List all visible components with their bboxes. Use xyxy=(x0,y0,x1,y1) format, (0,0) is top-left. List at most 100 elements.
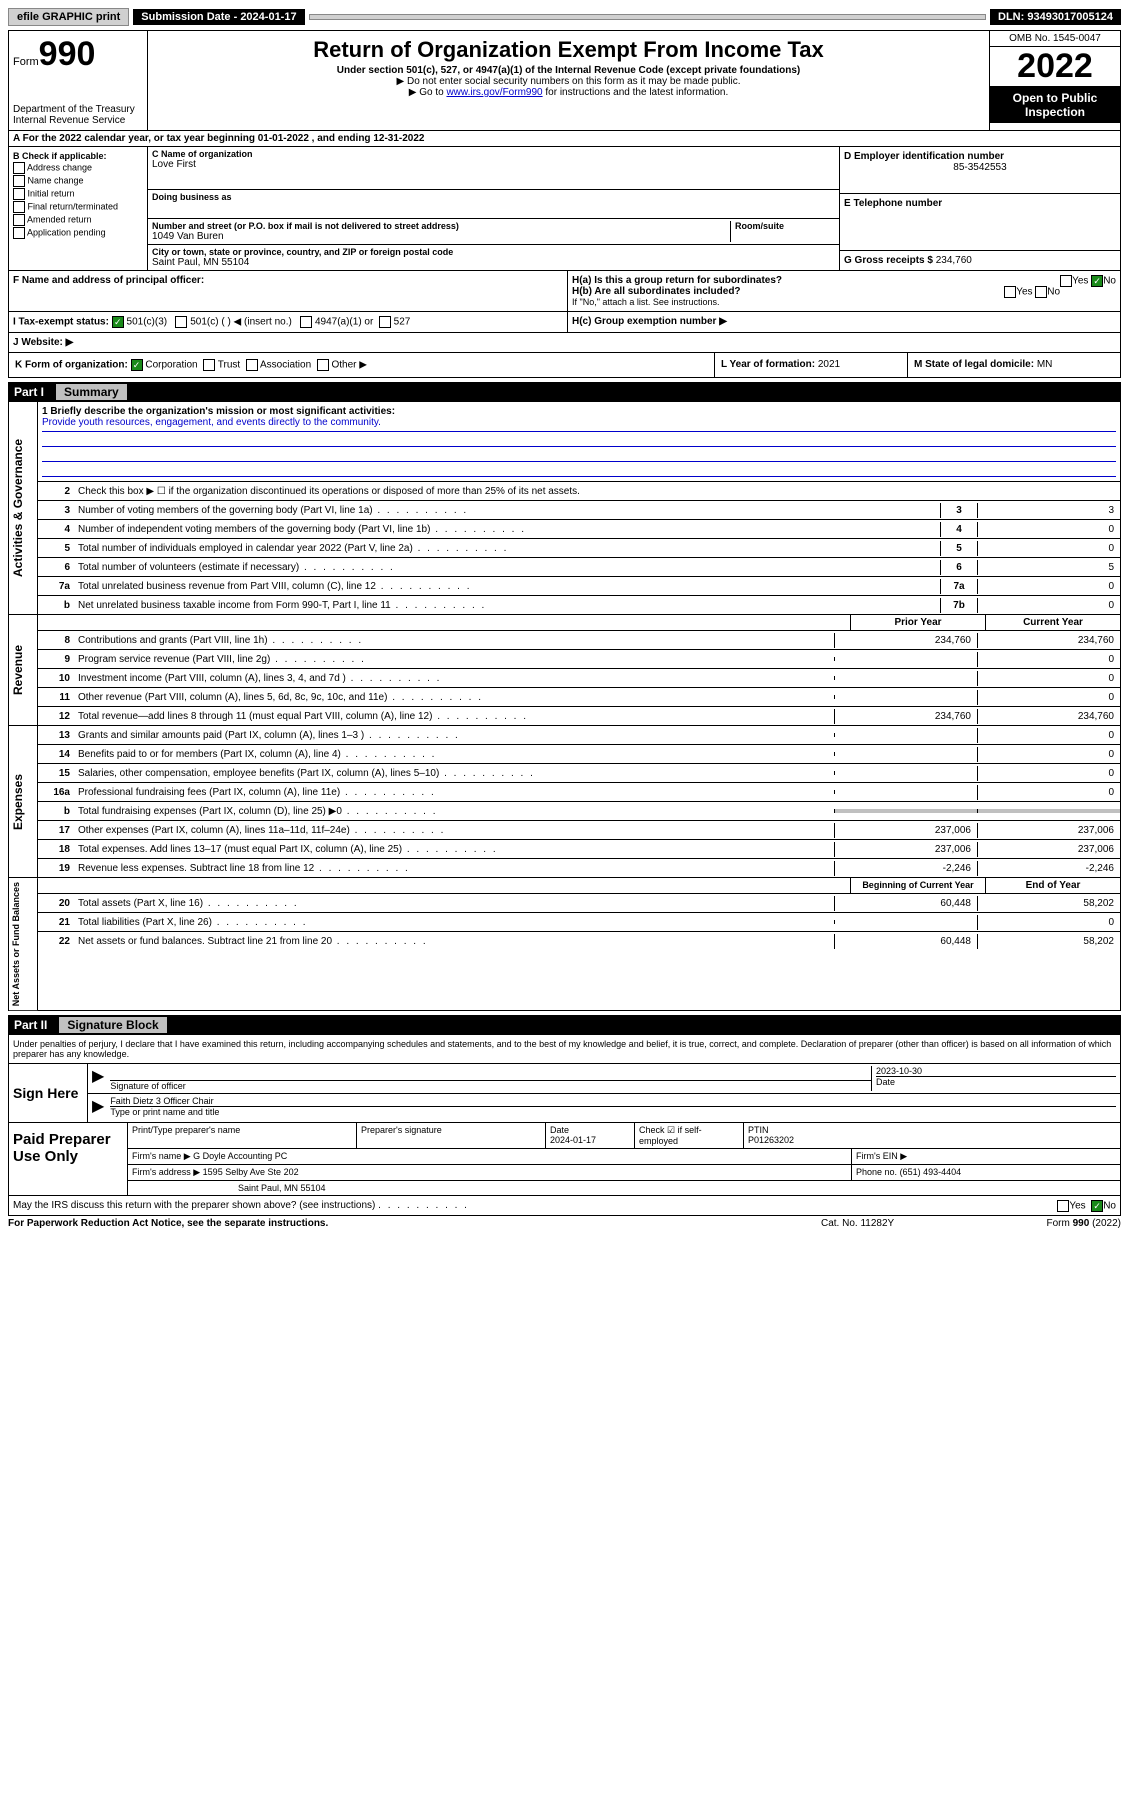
cb-501c3[interactable]: ✓ xyxy=(112,316,124,328)
submission-date: Submission Date - 2024-01-17 xyxy=(133,9,304,25)
row-a: A For the 2022 calendar year, or tax yea… xyxy=(8,131,1121,147)
cb-corp[interactable]: ✓ xyxy=(131,359,143,371)
org-name: Love First xyxy=(152,159,835,170)
arrow-icon: ▶ xyxy=(92,1096,104,1120)
revenue-section: Revenue Prior Year Current Year 8Contrib… xyxy=(8,615,1121,726)
gross-receipts: 234,760 xyxy=(936,255,972,266)
gov-line: bNet unrelated business taxable income f… xyxy=(38,596,1120,614)
cb-trust[interactable] xyxy=(203,359,215,371)
page-footer: For Paperwork Reduction Act Notice, see … xyxy=(8,1216,1121,1231)
vert-label-na: Net Assets or Fund Balances xyxy=(9,878,38,1010)
officer-name: Faith Dietz 3 Officer Chair xyxy=(110,1096,1116,1106)
gov-line: 6Total number of volunteers (estimate if… xyxy=(38,558,1120,577)
data-line: 8Contributions and grants (Part VIII, li… xyxy=(38,631,1120,650)
form-number: 990 xyxy=(39,35,96,73)
data-line: 19Revenue less expenses. Subtract line 1… xyxy=(38,859,1120,877)
gov-line: 5Total number of individuals employed in… xyxy=(38,539,1120,558)
year-formation: 2021 xyxy=(818,359,840,370)
dln-label: DLN: 93493017005124 xyxy=(990,9,1121,25)
activities-governance-section: Activities & Governance 1 Briefly descri… xyxy=(8,402,1121,615)
header-left: Form990 Department of the Treasury Inter… xyxy=(9,31,148,130)
data-line: 22Net assets or fund balances. Subtract … xyxy=(38,932,1120,950)
info-grid: B Check if applicable: Address change Na… xyxy=(8,147,1121,271)
preparer-block: Paid Preparer Use Only Print/Type prepar… xyxy=(8,1123,1121,1196)
gov-line: 7aTotal unrelated business revenue from … xyxy=(38,577,1120,596)
gov-line: 2Check this box ▶ ☐ if the organization … xyxy=(38,482,1120,501)
section-h: H(a) Is this a group return for subordin… xyxy=(568,271,1120,311)
mission-block: 1 Briefly describe the organization's mi… xyxy=(38,402,1120,482)
org-city: Saint Paul, MN 55104 xyxy=(152,257,835,268)
data-line: 18Total expenses. Add lines 13–17 (must … xyxy=(38,840,1120,859)
data-line: 21Total liabilities (Part X, line 26)0 xyxy=(38,913,1120,932)
form-page: Form 990 (2022) xyxy=(971,1218,1121,1229)
firm-name: G Doyle Accounting PC xyxy=(193,1151,287,1161)
note-1: ▶ Do not enter social security numbers o… xyxy=(152,76,985,87)
dept-label: Department of the Treasury Internal Reve… xyxy=(13,104,143,126)
part2-header: Part II Signature Block xyxy=(8,1015,1121,1035)
rev-col-headers: Prior Year Current Year xyxy=(38,615,1120,631)
form-org-row: K Form of organization: ✓ Corporation Tr… xyxy=(8,353,1121,378)
cb-name-change[interactable]: Name change xyxy=(13,175,143,187)
sign-date: 2023-10-30 xyxy=(876,1066,1116,1076)
header-mid: Return of Organization Exempt From Incom… xyxy=(148,31,989,130)
signature-text: Under penalties of perjury, I declare th… xyxy=(8,1035,1121,1064)
data-line: 20Total assets (Part X, line 16)60,44858… xyxy=(38,894,1120,913)
org-address: 1049 Van Buren xyxy=(152,231,730,242)
firm-phone: (651) 493-4404 xyxy=(900,1167,962,1177)
cb-initial-return[interactable]: Initial return xyxy=(13,188,143,200)
top-bar: efile GRAPHIC print Submission Date - 20… xyxy=(8,8,1121,26)
section-b: B Check if applicable: Address change Na… xyxy=(9,147,148,270)
gov-line: 4Number of independent voting members of… xyxy=(38,520,1120,539)
firm-addr2: Saint Paul, MN 55104 xyxy=(128,1181,1120,1195)
data-line: 9Program service revenue (Part VIII, lin… xyxy=(38,650,1120,669)
omb-number: OMB No. 1545-0047 xyxy=(990,31,1120,47)
data-line: 13Grants and similar amounts paid (Part … xyxy=(38,726,1120,745)
net-assets-section: Net Assets or Fund Balances Beginning of… xyxy=(8,878,1121,1011)
open-public: Open to Public Inspection xyxy=(990,87,1120,123)
vert-label-rev: Revenue xyxy=(9,615,38,725)
data-line: 16aProfessional fundraising fees (Part I… xyxy=(38,783,1120,802)
prep-date: 2024-01-17 xyxy=(550,1135,596,1145)
mission-text: Provide youth resources, engagement, and… xyxy=(42,417,1116,432)
data-line: 11Other revenue (Part VIII, column (A), … xyxy=(38,688,1120,707)
cb-4947[interactable] xyxy=(300,316,312,328)
website-row: J Website: ▶ xyxy=(8,333,1121,353)
section-de: D Employer identification number 85-3542… xyxy=(839,147,1120,270)
cb-527[interactable] xyxy=(379,316,391,328)
section-f: F Name and address of principal officer: xyxy=(9,271,568,311)
spacer-bar xyxy=(309,14,986,20)
vert-label-gov: Activities & Governance xyxy=(9,402,38,614)
efile-button[interactable]: efile GRAPHIC print xyxy=(8,8,129,26)
state-domicile: MN xyxy=(1037,359,1053,370)
irs-link[interactable]: www.irs.gov/Form990 xyxy=(446,87,542,98)
arrow-icon: ▶ xyxy=(92,1066,104,1091)
cb-assoc[interactable] xyxy=(246,359,258,371)
paid-preparer-label: Paid Preparer Use Only xyxy=(9,1123,127,1195)
data-line: 17Other expenses (Part IX, column (A), l… xyxy=(38,821,1120,840)
data-line: 14Benefits paid to or for members (Part … xyxy=(38,745,1120,764)
note-2: ▶ Go to www.irs.gov/Form990 for instruct… xyxy=(152,87,985,98)
ptin: P01263202 xyxy=(748,1135,794,1145)
ein-value: 85-3542553 xyxy=(844,162,1116,173)
form-subtitle: Under section 501(c), 527, or 4947(a)(1)… xyxy=(152,65,985,76)
cat-no: Cat. No. 11282Y xyxy=(821,1218,971,1229)
cb-final-return[interactable]: Final return/terminated xyxy=(13,201,143,213)
vert-label-exp: Expenses xyxy=(9,726,38,877)
discuss-row: May the IRS discuss this return with the… xyxy=(8,1196,1121,1216)
tax-year: 2022 xyxy=(990,47,1120,87)
expenses-section: Expenses 13Grants and similar amounts pa… xyxy=(8,726,1121,878)
na-col-headers: Beginning of Current Year End of Year xyxy=(38,878,1120,894)
cb-amended[interactable]: Amended return xyxy=(13,214,143,226)
cb-501c[interactable] xyxy=(175,316,187,328)
header-right: OMB No. 1545-0047 2022 Open to Public In… xyxy=(989,31,1120,130)
part1-header: Part I Summary xyxy=(8,382,1121,402)
data-line: 10Investment income (Part VIII, column (… xyxy=(38,669,1120,688)
data-line: 15Salaries, other compensation, employee… xyxy=(38,764,1120,783)
cb-other[interactable] xyxy=(317,359,329,371)
section-c: C Name of organization Love First Doing … xyxy=(148,147,839,270)
cb-application[interactable]: Application pending xyxy=(13,227,143,239)
gov-line: 3Number of voting members of the governi… xyxy=(38,501,1120,520)
cb-address-change[interactable]: Address change xyxy=(13,162,143,174)
data-line: bTotal fundraising expenses (Part IX, co… xyxy=(38,802,1120,821)
section-fh: F Name and address of principal officer:… xyxy=(8,271,1121,312)
